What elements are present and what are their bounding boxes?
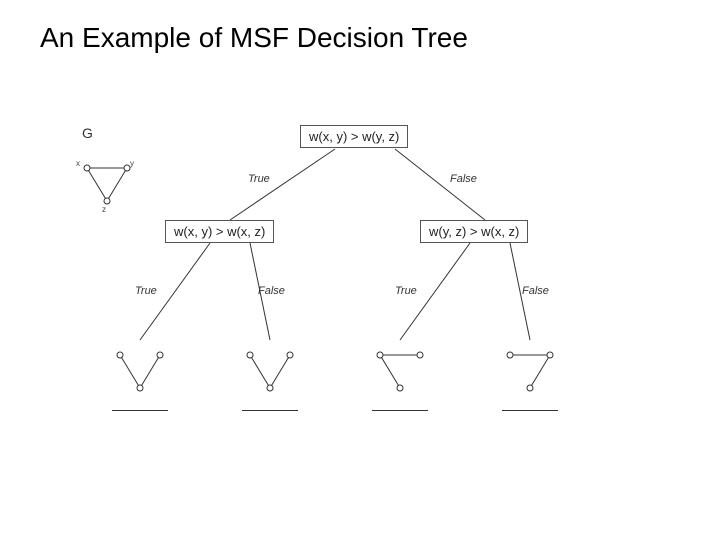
leaf-4 [495, 340, 565, 410]
edge-label-l1l-true: True [135, 285, 157, 297]
l1-left-node: w(x, y) > w(x, z) [165, 220, 274, 243]
edge-label-l1l-false: False [258, 285, 285, 297]
edge-label-root-true: True [248, 173, 270, 185]
vertex-y-label: y [130, 159, 134, 168]
leaf-3 [365, 340, 435, 410]
tree-edges [80, 125, 640, 515]
page-title: An Example of MSF Decision Tree [40, 22, 468, 54]
leaf-1-underline [112, 410, 168, 411]
leaf-4-underline [502, 410, 558, 411]
edge-label-l1r-true: True [395, 285, 417, 297]
graph-g-label: G [82, 125, 93, 141]
leaf-2-underline [242, 410, 298, 411]
leaf-2 [235, 340, 305, 410]
edge-label-root-false: False [450, 173, 477, 185]
vertex-z-label: z [102, 205, 106, 214]
l1-right-node: w(y, z) > w(x, z) [420, 220, 528, 243]
leaf-3-underline [372, 410, 428, 411]
input-graph: x y z [72, 153, 142, 223]
vertex-x-label: x [76, 159, 80, 168]
decision-tree-diagram: G x y z w(x, y) > w(y, z) True False w(x… [80, 125, 640, 515]
edge-label-l1r-false: False [522, 285, 549, 297]
root-node: w(x, y) > w(y, z) [300, 125, 408, 148]
leaf-1 [105, 340, 175, 410]
